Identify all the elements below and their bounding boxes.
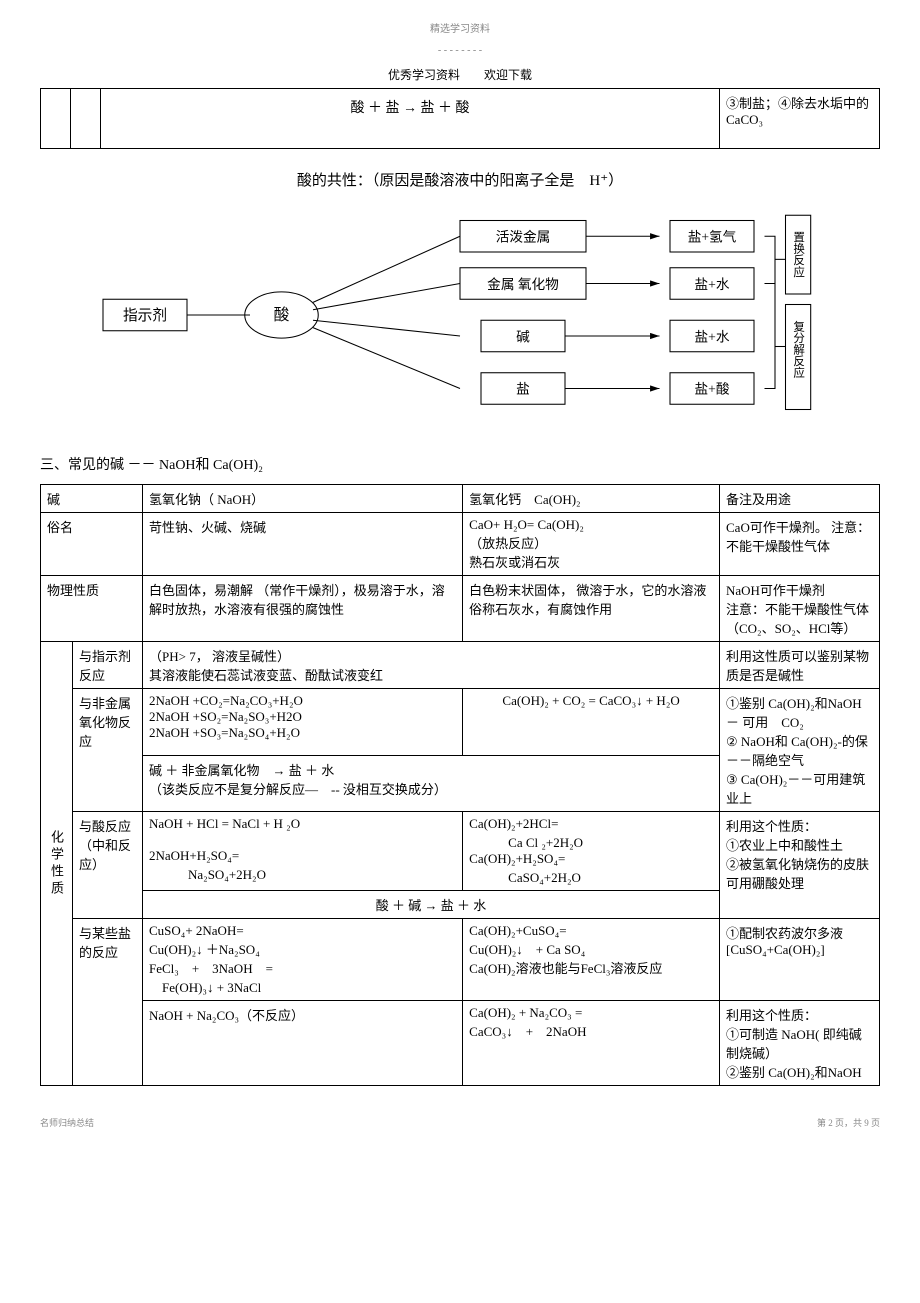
svg-text:盐+水: 盐+水 (695, 277, 730, 292)
row7-col2a: CuSO₄+ 2NaOH= Cu(OH)₂↓ ＋Na₂SO₄ FeCl₃ + 3… (143, 919, 463, 1001)
row4-col1: 与指示剂反应 (73, 642, 143, 689)
svg-text:酸: 酸 (274, 306, 290, 324)
row7-col3b: Ca(OH)₂ + Na₂CO₃ = CaCO₃↓ + 2NaOH (463, 1001, 720, 1086)
svg-text:金属 氧化物: 金属 氧化物 (487, 277, 559, 292)
svg-text:活泼金属: 活泼金属 (496, 230, 551, 245)
svg-text:置换反应: 置换反应 (792, 231, 805, 278)
row2-col4: CaO可作干燥剂。 注意：不能干燥酸性气体 (720, 513, 880, 576)
row2-col2: 苛性钠、火碱、烧碱 (143, 513, 463, 576)
chem-property-label: 化学性质 (41, 642, 73, 1086)
row7-col4b: 利用这个性质： ①可制造 NaOH( 即纯碱制烧碱） ②鉴别 Ca(OH)₂和N… (720, 1001, 880, 1086)
svg-text:复分解反应: 复分解反应 (792, 320, 805, 378)
row6-col4: 利用这个性质： ①农业上中和酸性土 ②被氢氧化钠烧伤的皮肤可用硼酸处理 (720, 812, 880, 919)
svg-text:盐: 盐 (516, 382, 530, 397)
row3-col2: 白色固体，易潮解 （常作干燥剂），极易溶于水，溶解时放热，水溶液有很强的腐蚀性 (143, 576, 463, 642)
svg-text:盐+水: 盐+水 (695, 329, 730, 344)
note-cell: ③制盐；④除去水垢中的CaCO₃ (720, 89, 880, 149)
row1-col1: 碱 (41, 485, 143, 513)
acid-common-heading: 酸的共性：（原因是酸溶液中的阳离子全是 H⁺） (40, 169, 880, 190)
row3-col4: NaOH可作干燥剂 注意：不能干燥酸性气体（CO₂、SO₂、HCl等） (720, 576, 880, 642)
page-footer: 名师归纳总结 第 2 页，共 9 页 (40, 1116, 880, 1129)
row2-col1: 俗名 (41, 513, 143, 576)
row6-col1: 与酸反应（中和反应） (73, 812, 143, 919)
row5-col3a: Ca(OH)₂ + CO₂ = CaCO₃↓ + H₂O (463, 689, 720, 756)
row1-col4: 备注及用途 (720, 485, 880, 513)
section-3-title: 三、常见的碱 －－ NaOH和 Ca(OH)₂ (40, 454, 880, 474)
row7-col2b: NaOH + Na₂CO₃（不反应） (143, 1001, 463, 1086)
row3-col3: 白色粉末状固体， 微溶于水，它的水溶液俗称石灰水，有腐蚀作用 (463, 576, 720, 642)
row7-col3a: Ca(OH)₂+CuSO₄= Cu(OH)₂↓ + Ca SO₄ Ca(OH)₂… (463, 919, 720, 1001)
footer-left: 名师归纳总结 (40, 1116, 94, 1129)
row6-col3a: Ca(OH)₂+2HCl= Ca Cl ₂+2H₂O Ca(OH)₂+H₂SO₄… (463, 812, 720, 891)
header-dots: - - - - - - - - (40, 45, 880, 56)
row5-col2a: 2NaOH +CO₂=Na₂CO₃+H₂O 2NaOH +SO₂=Na₂SO₃+… (143, 689, 463, 756)
row7-col4a: ①配制农药波尔多液 [CuSO₄+Ca(OH)₂] (720, 919, 880, 1001)
formula-cell: 酸 ＋ 盐 → 盐 ＋ 酸 (101, 89, 720, 149)
svg-text:碱: 碱 (516, 329, 530, 344)
base-comparison-table: 碱 氢氧化钠（ NaOH） 氢氧化钙 Ca(OH)₂ 备注及用途 俗名 苛性钠、… (40, 484, 880, 1086)
row7-col1: 与某些盐的反应 (73, 919, 143, 1086)
row5-col2b: 碱 ＋ 非金属氧化物 → 盐 ＋ 水 （该类反应不是复分解反应— -- 没相互交… (143, 756, 720, 812)
svg-text:指示剂: 指示剂 (123, 307, 167, 324)
svg-text:盐+酸: 盐+酸 (695, 382, 730, 397)
acid-reaction-diagram: 指示剂 酸 活泼金属 金属 氧化物 碱 盐 盐+氢气 盐+水 盐+水 盐+酸 置… (40, 210, 880, 420)
row6-col2a: NaOH + HCl = NaCl + H ₂O 2NaOH+H₂SO₄= Na… (143, 812, 463, 891)
header-sub: 优秀学习资料 欢迎下载 (40, 66, 880, 83)
row1-col2: 氢氧化钠（ NaOH） (143, 485, 463, 513)
top-formula-table: 酸 ＋ 盐 → 盐 ＋ 酸 ③制盐；④除去水垢中的CaCO₃ (40, 88, 880, 149)
row5-col4: ①鉴别 Ca(OH)₂和NaOH － 可用 CO₂ ② NaOH和 Ca(OH)… (720, 689, 880, 812)
row4-col4: 利用这性质可以鉴别某物质是否是碱性 (720, 642, 880, 689)
svg-text:盐+氢气: 盐+氢气 (688, 230, 737, 245)
row3-col1: 物理性质 (41, 576, 143, 642)
row2-col3: CaO+ H₂O= Ca(OH)₂ （放热反应） 熟石灰或消石灰 (463, 513, 720, 576)
row4-col2: （PH> 7， 溶液呈碱性） 其溶液能使石蕊试液变蓝、酚酞试液变红 (143, 642, 720, 689)
footer-right: 第 2 页，共 9 页 (817, 1116, 880, 1129)
header-top: 精选学习资料 (40, 20, 880, 35)
row5-col1: 与非金属氧化物反应 (73, 689, 143, 812)
row1-col3: 氢氧化钙 Ca(OH)₂ (463, 485, 720, 513)
row6-col2b: 酸 ＋ 碱 → 盐 ＋ 水 (143, 891, 720, 919)
